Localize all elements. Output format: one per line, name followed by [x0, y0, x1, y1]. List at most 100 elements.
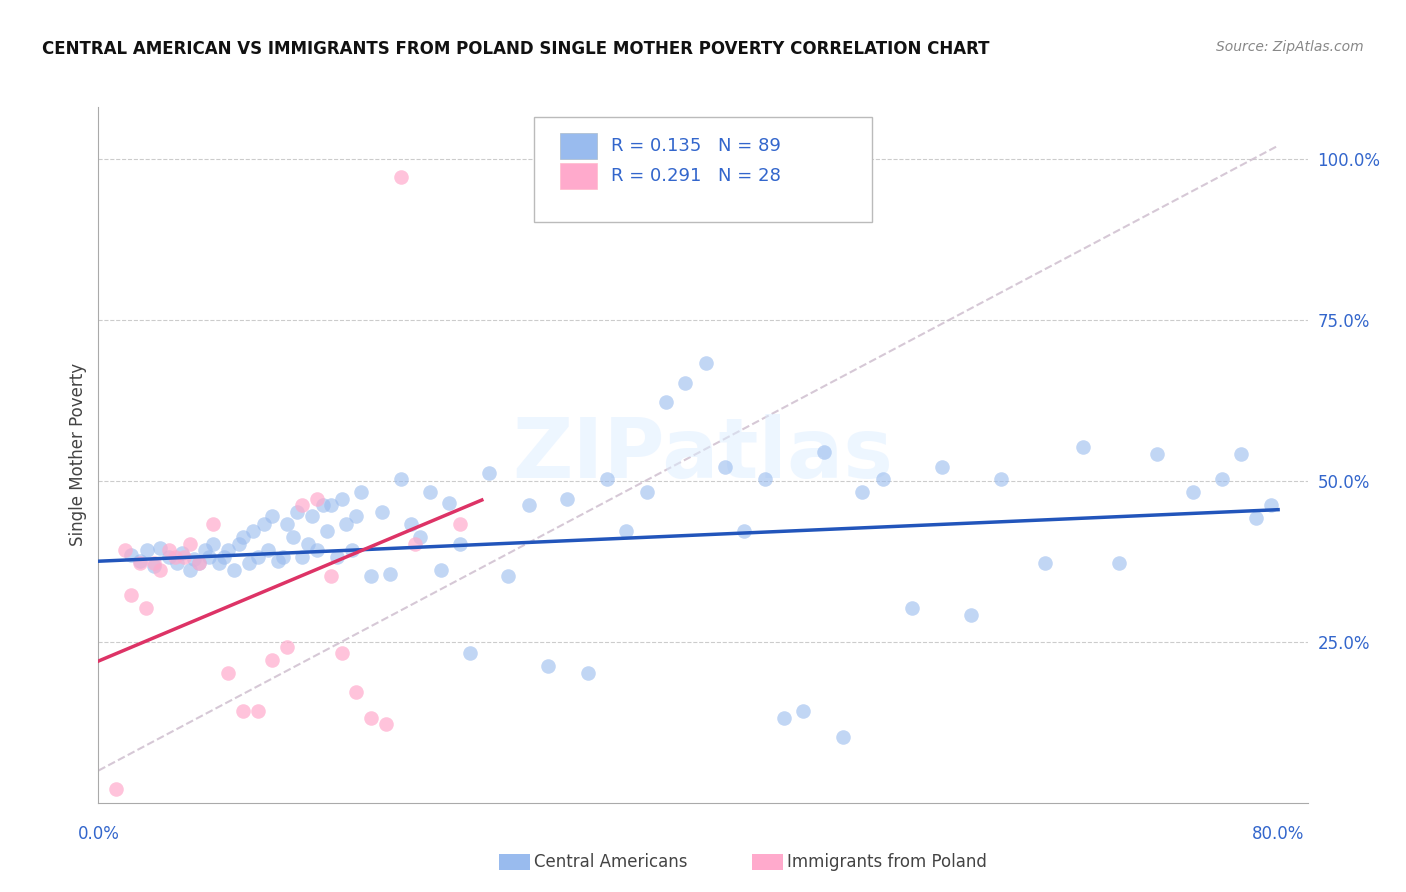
Point — [458, 646, 481, 660]
Point — [673, 376, 696, 390]
Point — [297, 537, 319, 551]
Point — [733, 524, 755, 538]
Point — [419, 485, 441, 500]
Point — [242, 524, 264, 538]
Point — [557, 491, 579, 506]
Point — [305, 543, 328, 558]
Point — [183, 552, 205, 566]
Point — [449, 517, 471, 532]
Y-axis label: Single Mother Poverty: Single Mother Poverty — [69, 363, 87, 547]
Point — [1146, 447, 1168, 461]
Point — [335, 517, 357, 532]
Point — [228, 537, 250, 551]
Point — [217, 543, 239, 558]
Text: ZIPatlas: ZIPatlas — [513, 415, 893, 495]
Point — [1073, 440, 1095, 454]
Point — [901, 601, 924, 615]
Point — [287, 505, 309, 519]
Point — [1260, 498, 1282, 512]
Point — [832, 730, 855, 744]
Point — [135, 601, 157, 615]
Point — [202, 537, 225, 551]
Point — [246, 549, 269, 564]
Point — [1244, 511, 1267, 525]
Point — [346, 685, 368, 699]
Point — [291, 549, 314, 564]
Point — [143, 558, 166, 573]
Point — [370, 505, 392, 519]
Point — [754, 472, 776, 486]
Point — [120, 548, 142, 562]
Point — [276, 517, 298, 532]
Point — [305, 491, 328, 506]
Text: R = 0.135: R = 0.135 — [612, 137, 702, 155]
Text: Immigrants from Poland: Immigrants from Poland — [787, 853, 987, 871]
Bar — [561, 162, 596, 189]
Point — [380, 567, 402, 582]
Point — [636, 485, 658, 500]
Point — [517, 498, 540, 512]
Point — [128, 556, 150, 570]
Point — [321, 569, 343, 583]
Point — [238, 556, 260, 570]
FancyBboxPatch shape — [534, 118, 872, 222]
Point — [232, 530, 254, 544]
Text: 80.0%: 80.0% — [1251, 825, 1305, 843]
Point — [149, 541, 172, 556]
Point — [1108, 556, 1130, 570]
Point — [157, 543, 180, 558]
Point — [166, 556, 188, 570]
Point — [330, 646, 353, 660]
Point — [404, 537, 426, 551]
Point — [1033, 556, 1056, 570]
Point — [232, 704, 254, 718]
Point — [276, 640, 298, 654]
Point — [960, 607, 983, 622]
Text: 0.0%: 0.0% — [77, 825, 120, 843]
Point — [120, 588, 142, 602]
Point — [149, 563, 172, 577]
Point — [409, 530, 432, 544]
Point — [360, 569, 382, 583]
Point — [316, 524, 339, 538]
Point — [187, 556, 209, 570]
Point — [872, 472, 894, 486]
Point — [326, 549, 349, 564]
Point — [217, 665, 239, 680]
Point — [136, 543, 159, 558]
Point — [114, 543, 136, 558]
Point — [321, 498, 343, 512]
Point — [281, 530, 304, 544]
Point — [257, 543, 280, 558]
Point — [157, 549, 180, 564]
Point — [311, 498, 333, 512]
Point — [1181, 485, 1204, 500]
Point — [931, 459, 953, 474]
Point — [576, 665, 599, 680]
Point — [173, 549, 195, 564]
Point — [301, 509, 323, 524]
Point — [695, 356, 717, 370]
Point — [813, 444, 835, 458]
Point — [262, 653, 284, 667]
Point — [439, 496, 461, 510]
Point — [851, 485, 873, 500]
Point — [179, 563, 201, 577]
Text: Source: ZipAtlas.com: Source: ZipAtlas.com — [1216, 40, 1364, 54]
Point — [143, 556, 166, 570]
Point — [498, 569, 520, 583]
Point — [350, 485, 373, 500]
Point — [105, 781, 128, 796]
Point — [1211, 472, 1233, 486]
Text: N = 89: N = 89 — [717, 137, 780, 155]
Point — [252, 517, 274, 532]
Point — [596, 472, 619, 486]
Point — [267, 554, 290, 568]
Point — [429, 563, 451, 577]
Text: N = 28: N = 28 — [717, 167, 780, 185]
Point — [172, 546, 194, 560]
Point — [208, 556, 231, 570]
Text: R = 0.291: R = 0.291 — [612, 167, 702, 185]
Point — [198, 549, 221, 564]
Point — [389, 472, 412, 486]
